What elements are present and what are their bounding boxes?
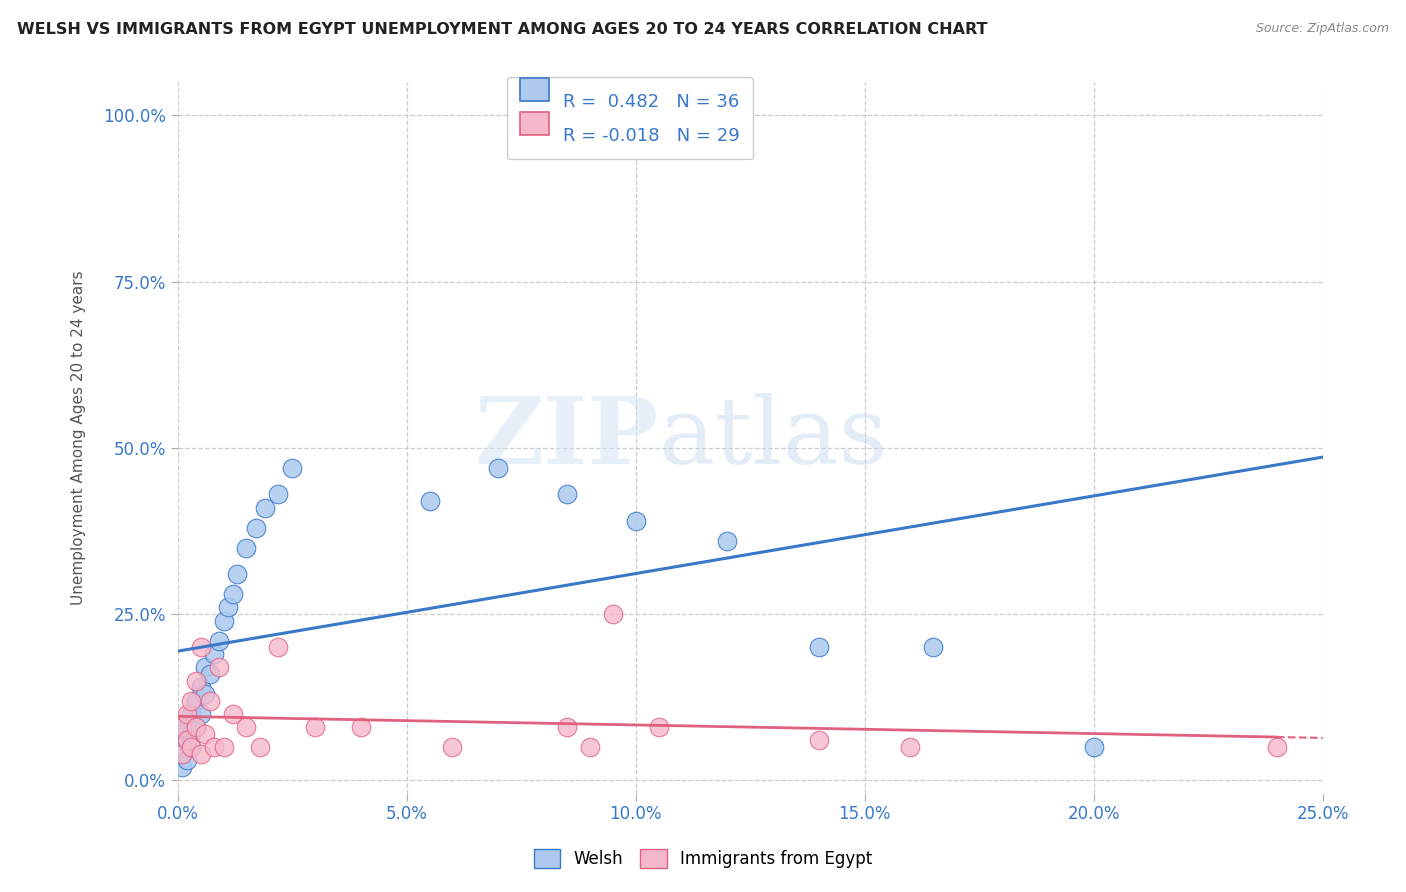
Point bbox=[350, 720, 373, 734]
Point bbox=[281, 460, 304, 475]
Point bbox=[172, 720, 194, 734]
Point bbox=[555, 720, 578, 734]
Point bbox=[172, 747, 194, 761]
Point bbox=[208, 660, 231, 674]
Point bbox=[267, 640, 290, 655]
Point bbox=[221, 587, 243, 601]
Legend: Welsh, Immigrants from Egypt: Welsh, Immigrants from Egypt bbox=[527, 843, 879, 875]
Point bbox=[441, 740, 464, 755]
Point bbox=[198, 693, 221, 707]
Point bbox=[190, 640, 212, 655]
Point bbox=[1083, 740, 1105, 755]
Point bbox=[579, 740, 602, 755]
Point bbox=[190, 706, 212, 721]
Point bbox=[624, 514, 647, 528]
Point bbox=[419, 494, 441, 508]
Point bbox=[249, 740, 271, 755]
Point bbox=[900, 740, 922, 755]
Point bbox=[176, 733, 198, 747]
Point bbox=[202, 740, 225, 755]
Point bbox=[217, 600, 239, 615]
Point bbox=[208, 633, 231, 648]
Point bbox=[176, 753, 198, 767]
Text: ZIP: ZIP bbox=[474, 392, 658, 483]
Point bbox=[486, 460, 509, 475]
Point bbox=[267, 487, 290, 501]
Point bbox=[807, 733, 830, 747]
Point bbox=[184, 673, 207, 688]
Point bbox=[176, 733, 198, 747]
Y-axis label: Unemployment Among Ages 20 to 24 years: Unemployment Among Ages 20 to 24 years bbox=[72, 270, 86, 606]
Legend: R =  0.482   N = 36, R = -0.018   N = 29: R = 0.482 N = 36, R = -0.018 N = 29 bbox=[508, 77, 752, 160]
Point bbox=[647, 720, 669, 734]
Text: Source: ZipAtlas.com: Source: ZipAtlas.com bbox=[1256, 22, 1389, 36]
Point bbox=[226, 567, 249, 582]
Point bbox=[180, 740, 202, 755]
Point bbox=[602, 108, 624, 122]
Point bbox=[172, 760, 194, 774]
Point bbox=[212, 740, 235, 755]
Point bbox=[807, 640, 830, 655]
Point bbox=[555, 487, 578, 501]
Point bbox=[198, 667, 221, 681]
Point bbox=[194, 687, 217, 701]
Point bbox=[194, 660, 217, 674]
Point bbox=[172, 747, 194, 761]
Point bbox=[245, 521, 267, 535]
Point bbox=[202, 647, 225, 661]
Point bbox=[602, 607, 624, 621]
Point bbox=[304, 720, 326, 734]
Point bbox=[194, 727, 217, 741]
Text: WELSH VS IMMIGRANTS FROM EGYPT UNEMPLOYMENT AMONG AGES 20 TO 24 YEARS CORRELATIO: WELSH VS IMMIGRANTS FROM EGYPT UNEMPLOYM… bbox=[17, 22, 987, 37]
Point bbox=[212, 614, 235, 628]
Point bbox=[176, 706, 198, 721]
Point bbox=[221, 706, 243, 721]
Point bbox=[176, 720, 198, 734]
Point bbox=[190, 747, 212, 761]
Point bbox=[180, 740, 202, 755]
Point bbox=[235, 720, 257, 734]
Point bbox=[253, 500, 276, 515]
Point bbox=[1265, 740, 1288, 755]
Point bbox=[184, 693, 207, 707]
Point bbox=[922, 640, 945, 655]
Point bbox=[184, 720, 207, 734]
Point bbox=[172, 740, 194, 755]
Point bbox=[180, 693, 202, 707]
Point bbox=[716, 533, 738, 548]
Text: atlas: atlas bbox=[658, 392, 887, 483]
Point bbox=[235, 541, 257, 555]
Point bbox=[180, 727, 202, 741]
Point bbox=[184, 720, 207, 734]
Point bbox=[190, 680, 212, 694]
Point bbox=[180, 706, 202, 721]
